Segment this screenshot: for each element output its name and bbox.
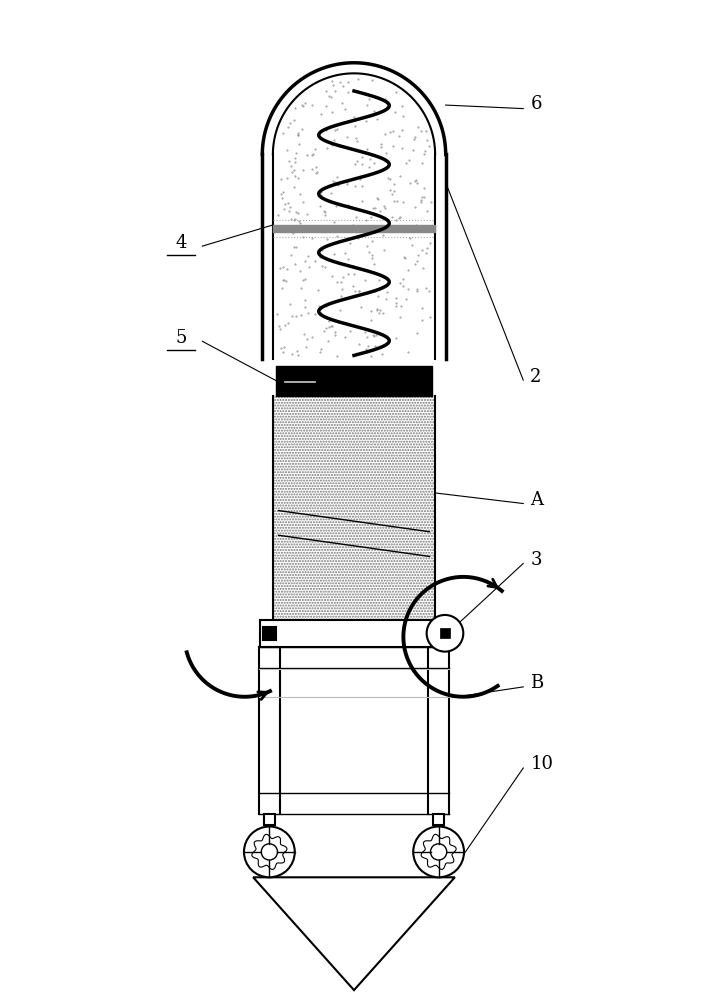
Circle shape <box>430 844 447 860</box>
Circle shape <box>427 615 463 652</box>
Polygon shape <box>253 877 455 990</box>
Text: 4: 4 <box>176 234 187 252</box>
Text: 3: 3 <box>530 551 542 569</box>
Circle shape <box>244 827 295 877</box>
Text: B: B <box>530 674 544 692</box>
Circle shape <box>261 844 278 860</box>
Circle shape <box>413 827 464 877</box>
Text: 10: 10 <box>530 755 554 773</box>
Text: 6: 6 <box>530 95 542 113</box>
Bar <box>264 814 275 825</box>
Bar <box>433 814 444 825</box>
Text: 2: 2 <box>530 368 542 386</box>
Text: 5: 5 <box>176 329 187 347</box>
Bar <box>440 628 450 638</box>
Polygon shape <box>261 620 447 647</box>
Text: A: A <box>530 491 543 509</box>
Bar <box>263 627 275 640</box>
